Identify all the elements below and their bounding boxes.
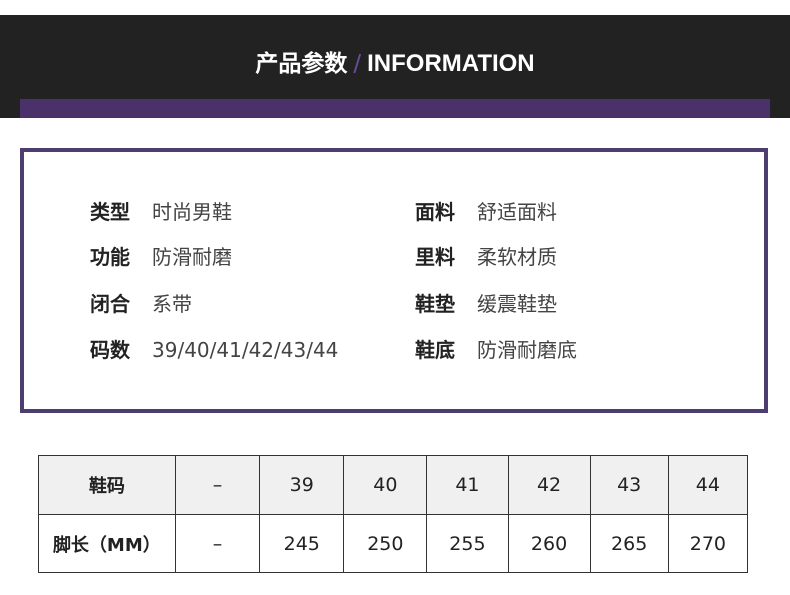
- table-cell: –: [174, 514, 261, 573]
- info-key: 鞋底: [415, 338, 455, 362]
- info-value: 舒适面料: [477, 200, 557, 224]
- title-cn: 产品参数: [255, 51, 348, 77]
- info-item: 鞋底 防滑耐磨底: [415, 334, 577, 363]
- info-value: 防滑耐磨底: [477, 338, 577, 362]
- table-cell: 43: [589, 455, 669, 515]
- table-cell: 265: [589, 514, 669, 573]
- info-value: 系带: [152, 292, 192, 316]
- info-value: 防滑耐磨: [152, 245, 232, 269]
- table-cell: 44: [667, 455, 749, 515]
- info-item: 类型 时尚男鞋: [90, 196, 232, 225]
- info-key: 面料: [415, 200, 455, 224]
- page-title: 产品参数 / INFORMATION: [0, 44, 790, 78]
- table-cell: 鞋码: [38, 455, 176, 515]
- table-cell: 260: [507, 514, 591, 573]
- table-cell: 42: [507, 455, 591, 515]
- info-value: 柔软材质: [477, 245, 557, 269]
- info-item: 面料 舒适面料: [415, 196, 557, 225]
- table-cell: 39: [259, 455, 345, 515]
- info-item: 鞋垫 缓震鞋垫: [415, 288, 557, 317]
- info-value: 39/40/41/42/43/44: [152, 338, 339, 362]
- table-cell: –: [174, 455, 261, 515]
- info-key: 功能: [90, 245, 130, 269]
- table-cell: 255: [426, 514, 509, 573]
- info-key: 鞋垫: [415, 292, 455, 316]
- accent-bar: [20, 99, 770, 118]
- table-row: 脚长（MM） –245 250 255 260 265 270: [38, 514, 749, 573]
- table-cell: 脚长（MM）: [38, 514, 176, 573]
- title-en: INFORMATION: [367, 50, 535, 77]
- info-value: 缓震鞋垫: [477, 292, 557, 316]
- table-cell: 270: [667, 514, 749, 573]
- info-item: 闭合 系带: [90, 288, 192, 317]
- table-cell: 250: [343, 514, 428, 573]
- table-row: 鞋码 –39 40 41 42 43 44: [38, 455, 749, 515]
- info-key: 里料: [415, 245, 455, 269]
- info-key: 码数: [90, 338, 130, 362]
- table-cell: 245: [259, 514, 345, 573]
- table-cell: 41: [426, 455, 509, 515]
- title-separator: /: [353, 51, 362, 77]
- table-cell: 40: [343, 455, 428, 515]
- info-item: 码数 39/40/41/42/43/44: [90, 334, 338, 363]
- size-table: 鞋码 –39 40 41 42 43 44 脚长（MM） –245 250 255 260 265 270: [38, 455, 749, 573]
- info-item: 里料 柔软材质: [415, 241, 557, 270]
- info-box: [20, 148, 768, 413]
- info-value: 时尚男鞋: [152, 200, 232, 224]
- info-item: 功能 防滑耐磨: [90, 241, 232, 270]
- info-key: 闭合: [90, 292, 130, 316]
- info-key: 类型: [90, 200, 130, 224]
